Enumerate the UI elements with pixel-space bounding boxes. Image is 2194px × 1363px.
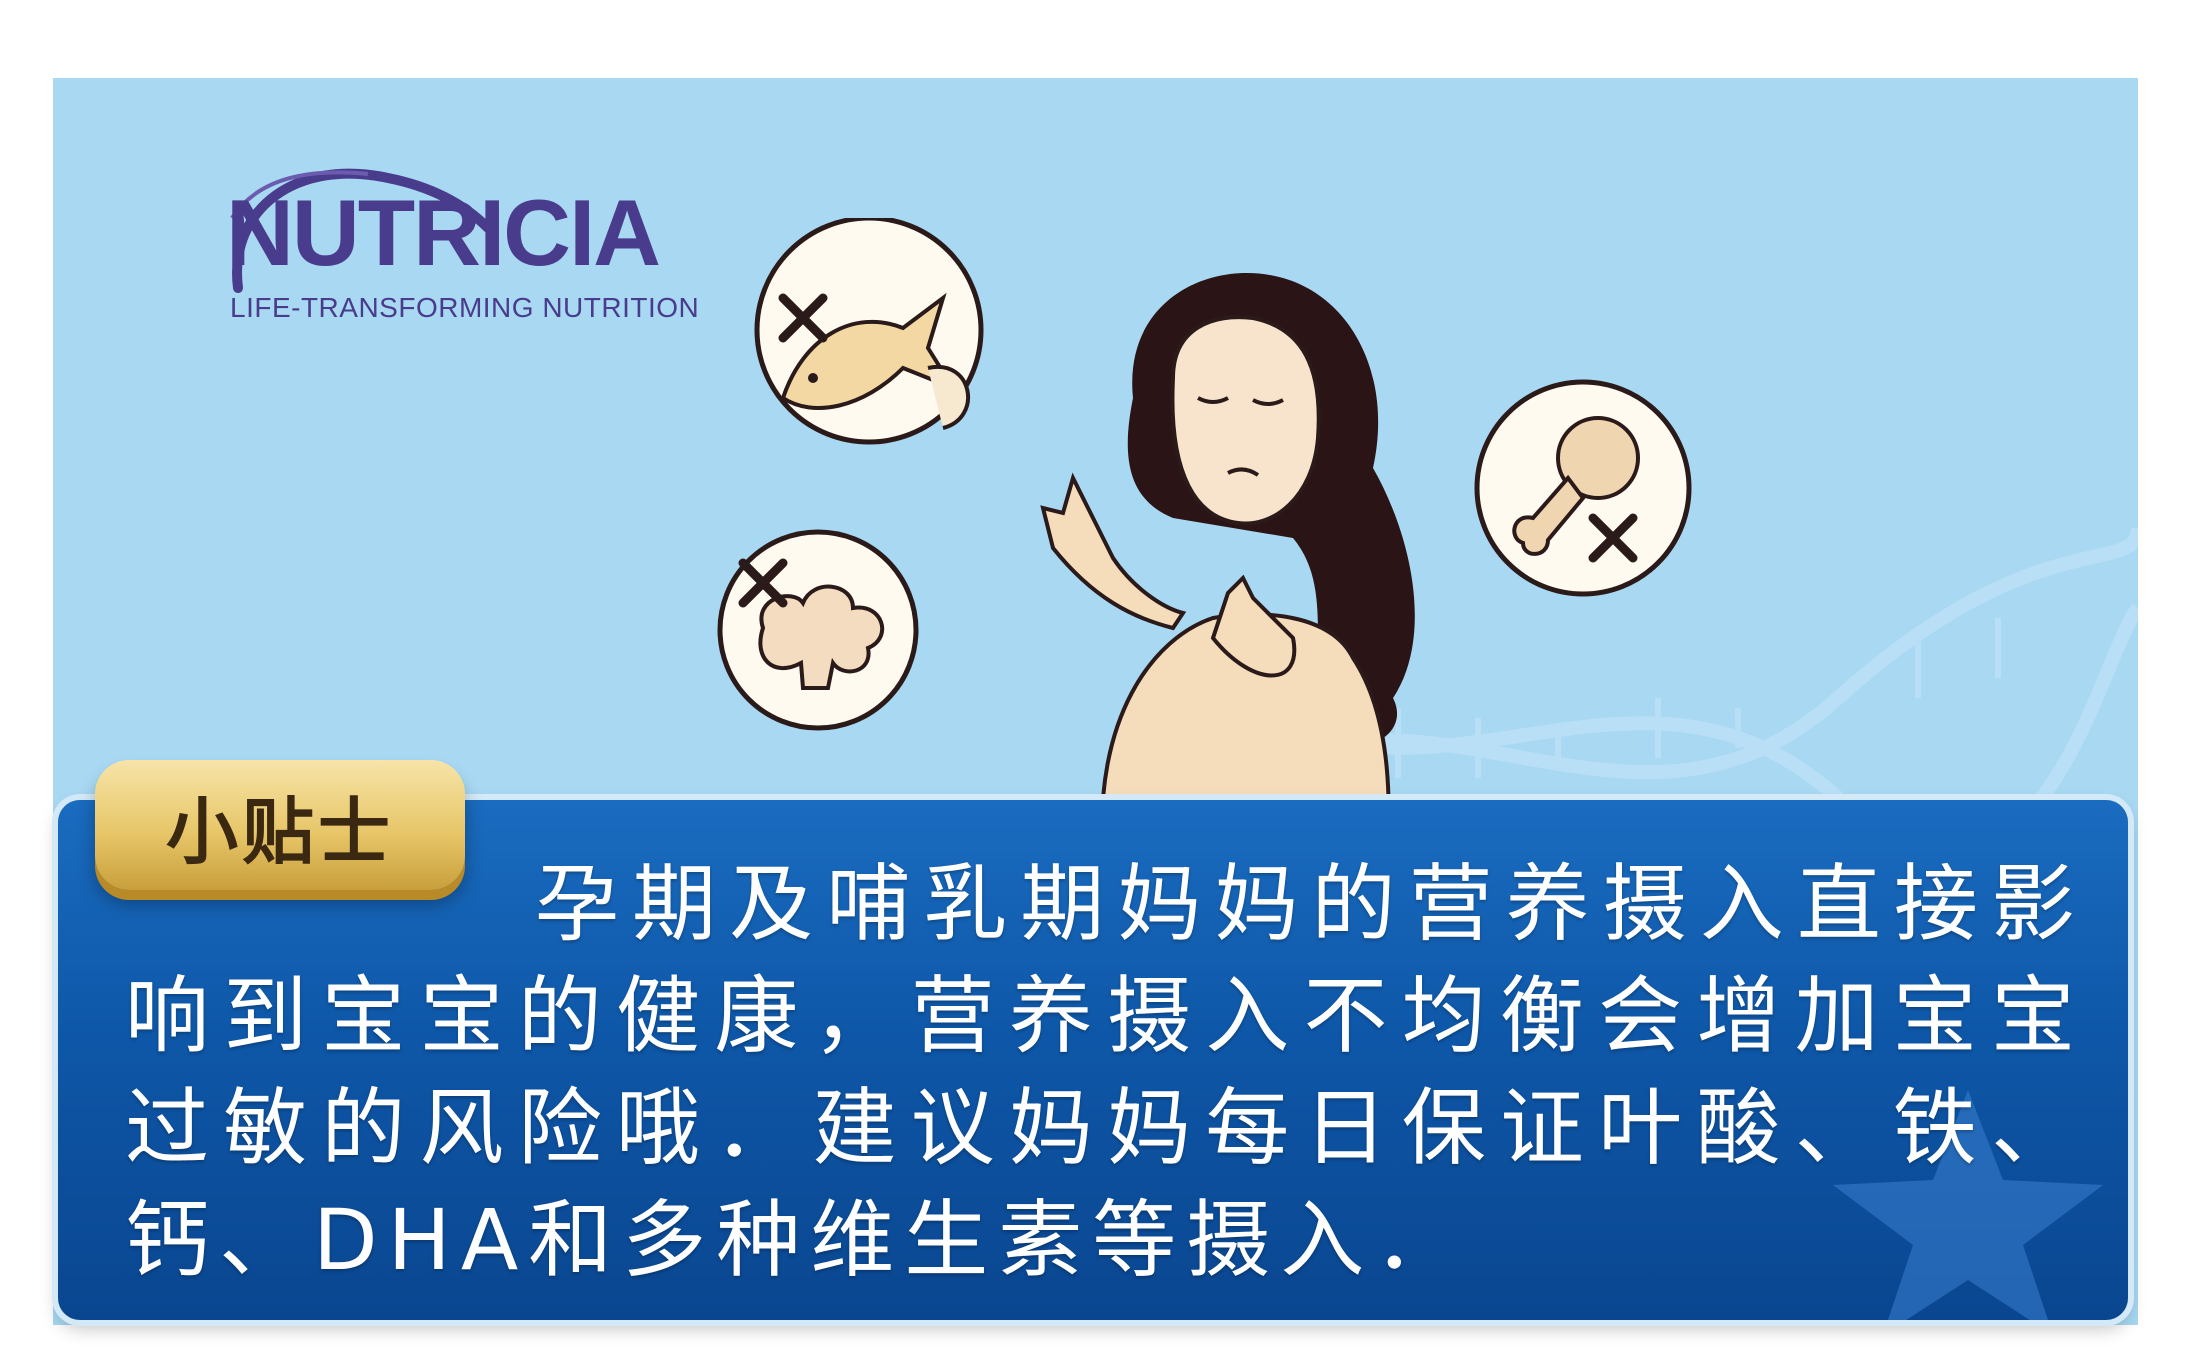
logo-arc-icon: [230, 168, 493, 293]
broccoli-bubble-icon: [717, 529, 919, 731]
tip-text: 孕期及哺乳期妈妈的营养摄入直接影响到宝宝的健康，营养摄入不均衡会增加宝宝过敏的风…: [125, 855, 2085, 1289]
tips-badge: 小贴士: [95, 760, 465, 890]
star-icon: [1833, 1090, 2103, 1320]
woman-figure-icon: [1040, 273, 1415, 881]
brand-name: NUTRICIA: [226, 180, 661, 285]
tips-badge-label: 小贴士: [165, 789, 394, 874]
chicken-leg-bubble-icon: [1474, 379, 1692, 597]
nutricia-logo: NUTRICIA LIFE-TRANSFORMING NUTRITION: [168, 98, 728, 398]
pregnant-woman-illustration: [717, 218, 1692, 881]
brand-tagline: LIFE-TRANSFORMING NUTRITION: [230, 292, 700, 323]
fish-shrimp-bubble-icon: [754, 218, 984, 445]
